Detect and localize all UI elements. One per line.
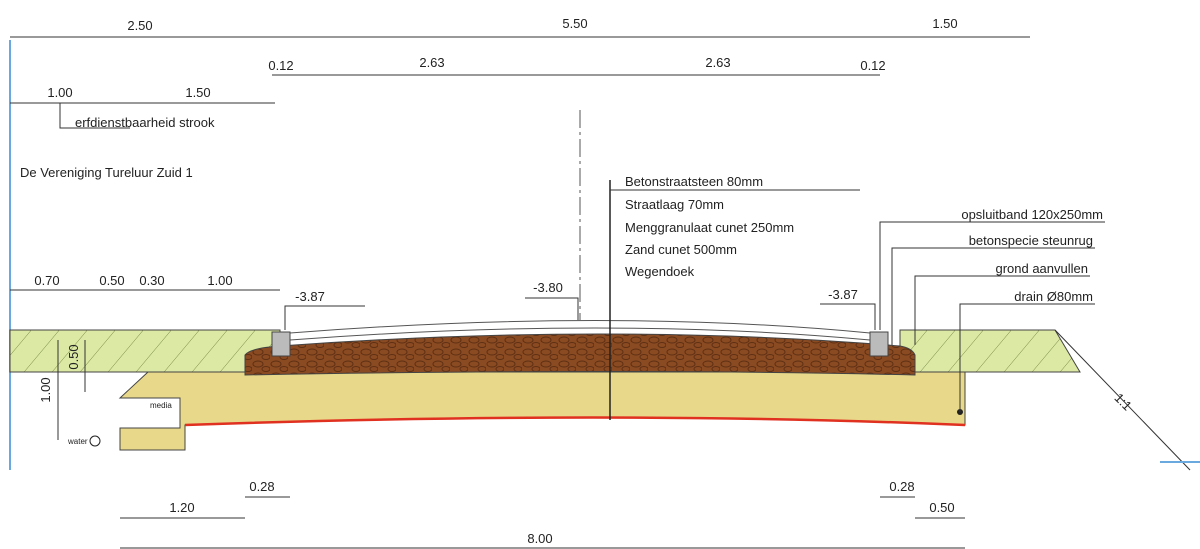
dimension: 0.12 — [860, 58, 885, 73]
dimension: 1.50 — [932, 16, 957, 31]
dimension: 2.63 — [419, 55, 444, 70]
vertical-dimension: 1.00 — [38, 377, 53, 402]
dimension: 1.50 — [185, 85, 210, 100]
labels: 2.50 5.50 1.50 0.12 2.63 2.63 0.12 1.00 … — [20, 16, 1135, 546]
title: De Vereniging Tureluur Zuid 1 — [20, 165, 193, 180]
cross-section-drawing: 2.50 5.50 1.50 0.12 2.63 2.63 0.12 1.00 … — [0, 0, 1200, 549]
layer-label: Menggranulaat cunet 250mm — [625, 220, 794, 235]
level: -3.87 — [828, 287, 858, 302]
dimension: 2.63 — [705, 55, 730, 70]
dimension: 0.28 — [889, 479, 914, 494]
water-label: water — [67, 437, 88, 446]
dimension: 0.50 — [99, 273, 124, 288]
dimension: 1.00 — [207, 273, 232, 288]
dimension: 1.20 — [169, 500, 194, 515]
dimension: 2.50 — [127, 18, 152, 33]
dimension: 5.50 — [562, 16, 587, 31]
layer-label: Straatlaag 70mm — [625, 197, 724, 212]
dimension: 0.70 — [34, 273, 59, 288]
level: -3.87 — [295, 289, 325, 304]
dimension: 0.12 — [268, 58, 293, 73]
dimension: 0.28 — [249, 479, 274, 494]
dimension: 0.50 — [929, 500, 954, 515]
layer-label: Betonstraatsteen 80mm — [625, 174, 763, 189]
media-label: media — [150, 401, 172, 410]
dimension: 1.00 — [47, 85, 72, 100]
slope-label: 1:1 — [1111, 390, 1134, 413]
callout: drain Ø80mm — [1014, 289, 1093, 304]
dimension: 0.30 — [139, 273, 164, 288]
callout: betonspecie steunrug — [969, 233, 1093, 248]
strip-label: erfdienstbaarheid strook — [75, 115, 215, 130]
callout: opsluitband 120x250mm — [961, 207, 1103, 222]
layer-label: Wegendoek — [625, 264, 695, 279]
layer-label: Zand cunet 500mm — [625, 242, 737, 257]
dimension: 8.00 — [527, 531, 552, 546]
vertical-dimension: 0.50 — [66, 344, 81, 369]
level: -3.80 — [533, 280, 563, 295]
callout: grond aanvullen — [995, 261, 1088, 276]
